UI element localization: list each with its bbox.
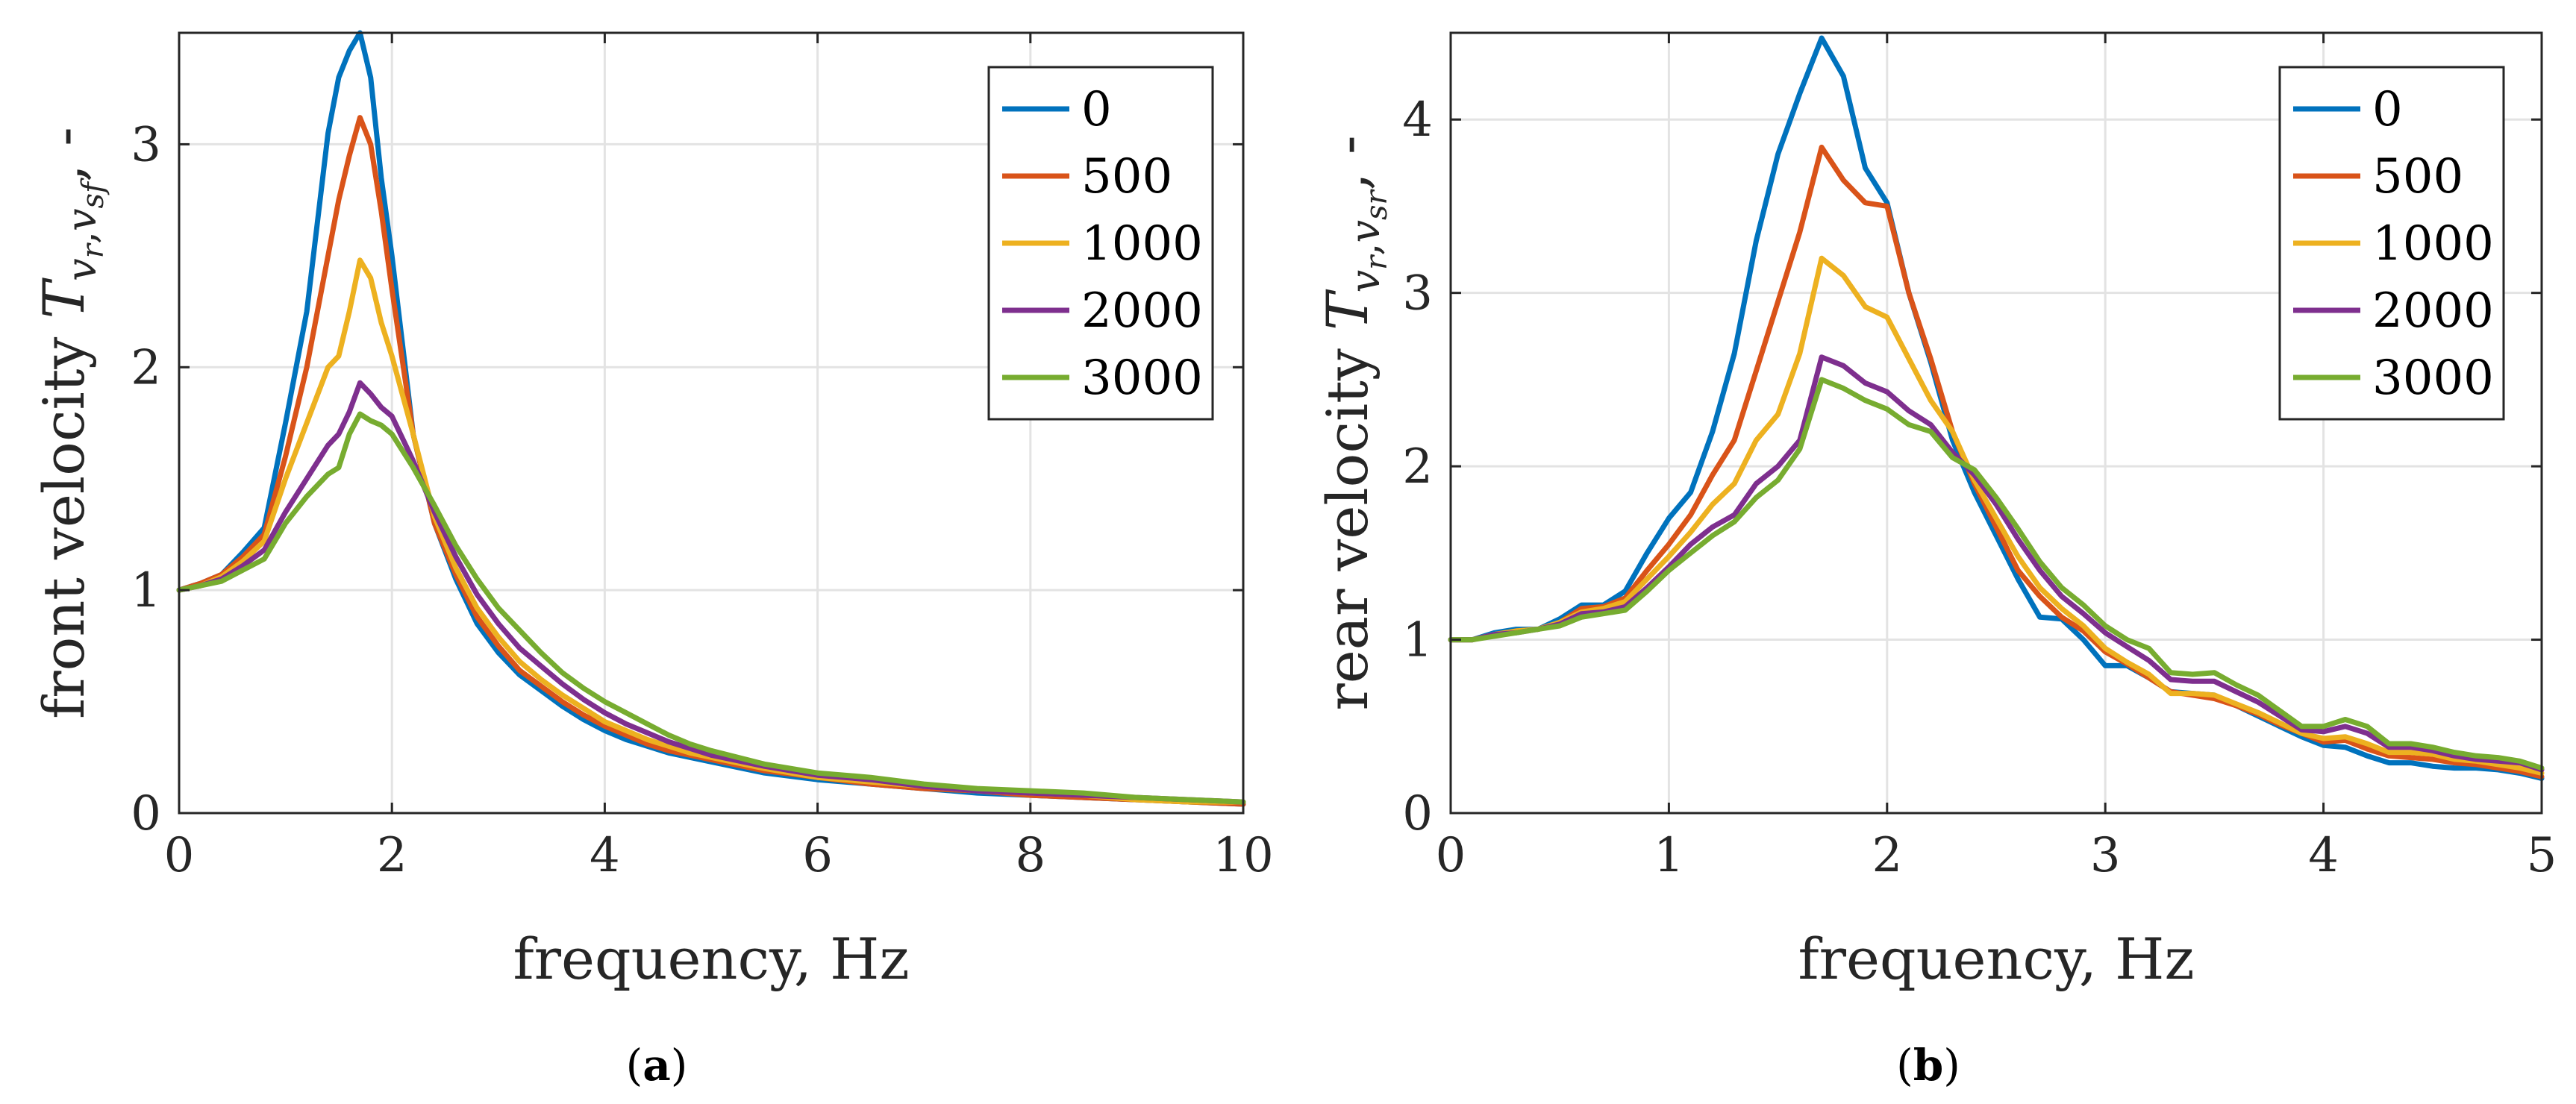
chart-b-caption-letter: b [1913, 1040, 1944, 1091]
chart-b-axes-box [1449, 31, 2543, 815]
chart-a-caption-letter: a [643, 1040, 671, 1091]
chart-b-legend-label-1000: 1000 [2372, 216, 2494, 272]
chart-a-ytick-label: 0 [131, 786, 161, 841]
chart-b-xlabel: frequency, Hz [1798, 926, 2195, 992]
chart-b-series-1000 [1448, 255, 2545, 776]
chart-b-ylabel-T: T [1314, 289, 1381, 330]
chart-a-axes-box [178, 31, 1245, 815]
chart-b-ylabel: rear velocity Tvr,vsr, - [1314, 135, 1394, 710]
chart-b-ytick-label: 4 [1402, 92, 1433, 148]
chart-a-xtick-label: 10 [1213, 828, 1273, 883]
chart-a-xlabel: frequency, Hz [513, 926, 910, 992]
chart-b-ylabel-sub-r: r [1360, 254, 1394, 270]
chart-b-xtick-label: 0 [1436, 828, 1466, 883]
chart-b-ylabel-sub: v [1342, 270, 1389, 293]
chart-b-ylabel-sub2-sub: sr [1360, 188, 1394, 220]
chart-b-series-group [1448, 35, 2545, 781]
chart-b-legend: 0 500 1000 2000 3000 [2278, 66, 2505, 421]
chart-b-legend-label-500: 500 [2372, 149, 2463, 204]
chart-a-caption-open: ( [626, 1040, 643, 1091]
chart-a-ytick-label: 1 [131, 563, 161, 618]
chart-a-xtick-label: 6 [802, 828, 833, 883]
chart-a-series-group [176, 30, 1246, 807]
chart-b-series-3000 [1448, 377, 2545, 771]
chart-b-ylabel-sub-sep: , [1342, 243, 1389, 256]
chart-b-ytick-label: 2 [1402, 439, 1433, 495]
chart-a-series-3000 [176, 411, 1246, 805]
chart-a-xtick-label: 2 [377, 828, 407, 883]
chart-b-ytick-label: 0 [1402, 786, 1433, 841]
chart-a-legend-label-500: 500 [1081, 149, 1172, 204]
chart-b-series-0 [1448, 35, 2545, 781]
chart-a-legend: 0 500 1000 2000 3000 [987, 66, 1214, 421]
chart-a-caption-close: ) [671, 1040, 688, 1091]
chart-b-legend-label-2000: 2000 [2372, 283, 2494, 339]
chart-b-xtick-label: 1 [1654, 828, 1684, 883]
chart-b-xtick-label: 3 [2090, 828, 2121, 883]
chart-b-legend-label-0: 0 [2372, 82, 2403, 137]
chart-b-xtick-label: 4 [2308, 828, 2339, 883]
chart-b-series-500 [1448, 144, 2545, 780]
chart-panel-a: 0 2 4 6 8 10 0 1 2 3 frequency, Hz front velocity… [31, 30, 1274, 1091]
chart-a-ylabel-prefix: front velocity [31, 319, 97, 719]
chart-a-xtick-label: 0 [164, 828, 195, 883]
chart-a-ylabel-sub-sep: , [58, 231, 105, 244]
chart-a-ytick-label: 2 [131, 340, 161, 395]
chart-a-ylabel-sub2-sub: sf [76, 178, 110, 209]
chart-a-legend-label-1000: 1000 [1081, 216, 1203, 272]
chart-b-ytick-label: 3 [1402, 266, 1433, 322]
chart-a-xtick-label: 4 [590, 828, 620, 883]
chart-a-series-2000 [176, 380, 1246, 805]
chart-a-ylabel: front velocity Tvr,vsf, - [31, 127, 110, 719]
chart-a-legend-label-0: 0 [1081, 82, 1112, 137]
chart-b-grid [1449, 33, 2543, 815]
chart-a-ylabel-sub: v [58, 258, 105, 281]
chart-a-xtick-label: 8 [1015, 828, 1045, 883]
chart-b-caption: (b) [1896, 1040, 1960, 1091]
chart-b-ytick-label: 1 [1402, 613, 1433, 668]
chart-b-ticks: 0 1 2 3 4 5 0 1 2 3 4 [1402, 33, 2557, 883]
chart-b-ylabel-sub2: v [1342, 220, 1389, 243]
chart-a-ylabel-suffix: , - [31, 127, 97, 182]
chart-a-ticks: 0 2 4 6 8 10 0 1 2 3 [131, 33, 1274, 883]
chart-a-ytick-label: 3 [131, 117, 161, 172]
chart-b-ylabel-suffix: , - [1314, 135, 1381, 190]
chart-a-legend-label-2000: 2000 [1081, 283, 1203, 339]
chart-b-caption-close: ) [1943, 1040, 1960, 1091]
chart-b-legend-label-3000: 3000 [2372, 351, 2494, 406]
chart-b-xtick-label: 5 [2527, 828, 2557, 883]
chart-a-ylabel-T: T [31, 277, 97, 319]
chart-b-xtick-label: 2 [1872, 828, 1902, 883]
chart-a-legend-label-3000: 3000 [1081, 351, 1203, 406]
chart-a-ylabel-sub-r: r [76, 242, 110, 258]
chart-b-caption-open: ( [1896, 1040, 1913, 1091]
chart-a-ylabel-sub2: v [58, 208, 105, 231]
chart-b-ylabel-prefix: rear velocity [1314, 330, 1381, 711]
chart-a-caption: (a) [626, 1040, 688, 1091]
